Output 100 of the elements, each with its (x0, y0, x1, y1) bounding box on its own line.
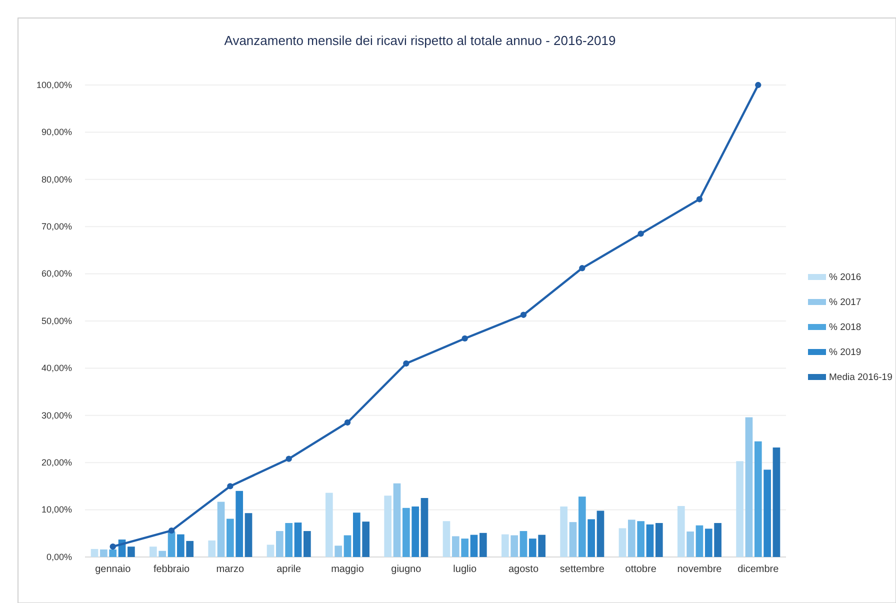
bar (646, 524, 654, 557)
bar (501, 534, 509, 557)
bar (736, 461, 744, 557)
bar (686, 532, 694, 557)
bar (696, 525, 704, 557)
bar (217, 502, 225, 557)
chart-title: Avanzamento mensile dei ricavi rispetto al totale annuo - 2016-2019 (224, 33, 616, 48)
bar (470, 534, 478, 557)
bar (772, 447, 780, 557)
x-tick-label: settembre (560, 564, 605, 576)
x-tick-label: aprile (276, 564, 302, 576)
bar (226, 518, 234, 557)
bar (510, 535, 518, 557)
bar (168, 532, 176, 557)
point (696, 196, 703, 202)
x-tick-label: marzo (216, 564, 245, 576)
bar (745, 417, 753, 557)
legend-label: % 2019 (829, 347, 862, 358)
point (638, 230, 644, 237)
bar (208, 540, 216, 557)
bar (326, 492, 333, 557)
bar (393, 483, 401, 557)
bar (402, 508, 410, 557)
bar (186, 540, 194, 557)
y-tick-label: 70,00% (41, 221, 72, 232)
x-tick-label: gennaio (95, 564, 132, 576)
bar (150, 546, 157, 557)
legend-label: % 2018 (829, 322, 862, 333)
point (110, 544, 116, 550)
point (286, 456, 292, 462)
bar (618, 528, 626, 557)
y-tick-label: 30,00% (41, 410, 72, 420)
bar (128, 546, 135, 557)
bar (442, 521, 450, 557)
bar (244, 513, 252, 557)
y-tick-label: 20,00% (41, 457, 72, 468)
legend-label: % 2016 (829, 272, 862, 283)
bar (569, 522, 577, 557)
x-tick-label: dicembre (738, 564, 780, 576)
bar (384, 496, 392, 557)
y-tick-label: 90,00% (41, 127, 72, 138)
x-tick-label: febbraio (153, 564, 190, 576)
x-tick-label: maggio (331, 564, 364, 576)
bar (412, 506, 419, 557)
bar (362, 522, 370, 557)
bar (109, 549, 117, 557)
y-tick-label: 80,00% (41, 174, 72, 184)
bar (677, 506, 685, 557)
bar (334, 546, 342, 557)
point (227, 483, 234, 490)
bar (294, 522, 302, 557)
bar (520, 531, 528, 557)
bar (578, 496, 586, 557)
bar (276, 531, 284, 557)
bar (177, 534, 184, 557)
x-tick-label: agosto (508, 564, 539, 576)
y-tick-label: 40,00% (41, 363, 72, 374)
bar (285, 523, 293, 557)
bar (628, 520, 636, 557)
bar (158, 550, 166, 557)
bar (588, 519, 595, 557)
bar (596, 510, 604, 557)
y-tick-label: 10,00% (41, 504, 72, 515)
point (403, 360, 410, 367)
x-tick-label: luglio (453, 564, 477, 576)
bar (236, 490, 244, 557)
point (344, 419, 351, 426)
point (168, 527, 175, 534)
x-tick-label: ottobre (625, 564, 657, 576)
bar (353, 512, 360, 557)
legend-label: Media 2016-19 (829, 372, 892, 383)
point (579, 265, 586, 272)
y-tick-label: 50,00% (41, 316, 72, 326)
y-tick-label: 0,00% (46, 552, 72, 562)
bar (100, 549, 108, 557)
bar (452, 536, 460, 557)
bar (655, 523, 663, 557)
bar (420, 498, 428, 557)
x-tick-label: giugno (391, 564, 422, 576)
bar (704, 528, 712, 557)
bar (461, 538, 468, 557)
bar (754, 441, 762, 557)
bar (266, 544, 274, 557)
point (462, 335, 468, 342)
bar (528, 538, 536, 557)
bar (714, 523, 722, 557)
bar (538, 534, 546, 557)
point (755, 82, 762, 88)
point (520, 312, 527, 318)
bar (637, 521, 644, 557)
bar (560, 506, 568, 557)
x-tick-label: novembre (677, 564, 722, 576)
bar (764, 470, 771, 557)
y-tick-label: 100,00% (36, 80, 72, 90)
bar (479, 532, 487, 557)
bar (344, 535, 352, 557)
y-tick-label: 60,00% (41, 268, 72, 279)
legend-label: % 2017 (829, 297, 862, 308)
bar (304, 531, 311, 557)
bar (90, 548, 98, 557)
